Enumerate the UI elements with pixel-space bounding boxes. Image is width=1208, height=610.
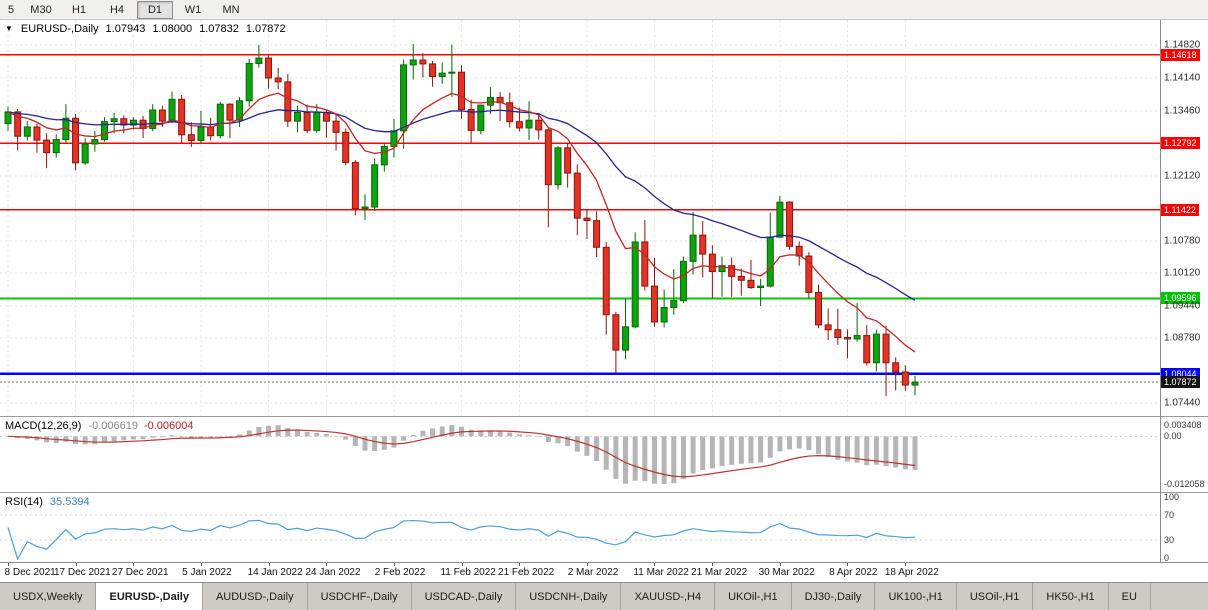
main-chart-row: ▼ EURUSD-,Daily 1.07943 1.08000 1.07832 1.07… bbox=[0, 20, 1208, 416]
timeframe-button-M30[interactable]: M30 bbox=[30, 3, 52, 16]
time-axis-tick bbox=[461, 563, 463, 566]
time-axis-label: 11 Feb 2022 bbox=[440, 567, 496, 578]
time-axis-label: 8 Apr 2022 bbox=[829, 567, 878, 578]
time-axis-tick bbox=[779, 563, 781, 566]
macd-row: MACD(12,26,9) -0.006619 -0.006004 0.003408… bbox=[0, 416, 1208, 492]
time-axis-label: 30 Mar 2022 bbox=[758, 567, 815, 578]
price-axis-label: 1.07440 bbox=[1164, 397, 1201, 409]
chart-tab-audusd-daily[interactable]: AUDUSD-,Daily bbox=[202, 583, 308, 610]
price-axis-label: 1.12120 bbox=[1164, 170, 1201, 182]
time-axis-label: 27 Dec 2021 bbox=[111, 567, 169, 578]
time-axis-tick bbox=[268, 563, 270, 566]
time-axis-tick bbox=[586, 563, 588, 566]
timeframe-toolbar: 5 M30 H1 H4 D1 W1 MN bbox=[0, 0, 1208, 20]
time-axis-tick bbox=[654, 563, 656, 566]
chart-tab-usdchf-daily[interactable]: USDCHF-,Daily bbox=[307, 583, 412, 610]
price-axis-label: 1.08780 bbox=[1164, 332, 1201, 344]
time-axis-tick bbox=[905, 563, 907, 566]
time-axis-tick bbox=[393, 563, 395, 566]
macd-axis-label: -0.012058 bbox=[1164, 479, 1205, 489]
macd-axis-label: 0.00 bbox=[1164, 431, 1182, 442]
chart-tab-ukoil-h1[interactable]: UKOil-,H1 bbox=[715, 583, 792, 610]
time-axis-label: 24 Jan 2022 bbox=[305, 567, 361, 578]
timeframe-button-MN[interactable]: MN bbox=[222, 3, 240, 16]
time-axis-label: 21 Feb 2022 bbox=[498, 567, 555, 578]
chart-tab-hk50-h1[interactable]: HK50-,H1 bbox=[1033, 583, 1109, 610]
rsi-axis-label: 100 bbox=[1164, 492, 1180, 502]
price-axis-label: 1.10780 bbox=[1164, 235, 1201, 247]
time-axis-tick bbox=[75, 563, 77, 566]
chart-tab-uk100-h1[interactable]: UK100-,H1 bbox=[875, 583, 957, 610]
time-axis-label: 5 Jan 2022 bbox=[182, 567, 232, 578]
price-axis-label: 1.14140 bbox=[1164, 72, 1201, 84]
timeframe-button-5[interactable]: 5 bbox=[7, 3, 15, 16]
time-axis[interactable]: 8 Dec 2021 17 Dec 2021 27 Dec 2021 5 Jan 20… bbox=[0, 562, 1208, 582]
price-axis-label: 1.13460 bbox=[1164, 105, 1201, 117]
timeframe-button-W1[interactable]: W1 bbox=[184, 3, 202, 16]
price-axis[interactable]: 1.14820 1.14618 1.14140 1.13460 1.12792 1.121… bbox=[1160, 20, 1208, 416]
time-axis-label: 8 Dec 2021 bbox=[4, 567, 56, 578]
price-axis-label: 1.09440 bbox=[1164, 300, 1201, 312]
rsi-pane[interactable]: RSI(14) 35.5394 bbox=[0, 492, 1160, 562]
time-axis-tick bbox=[133, 563, 135, 566]
time-axis-tick bbox=[847, 563, 849, 566]
chart-tab-eurusd-daily[interactable]: EURUSD-,Daily bbox=[96, 583, 203, 610]
chart-tab-eu[interactable]: EU bbox=[1108, 583, 1151, 610]
rsi-axis-label: 70 bbox=[1164, 509, 1175, 520]
chart-tab-xauusd-h4[interactable]: XAUUSD-,H4 bbox=[621, 583, 716, 610]
time-axis-tick bbox=[326, 563, 328, 566]
time-axis-tick bbox=[519, 563, 521, 566]
time-axis-label: 17 Dec 2021 bbox=[53, 567, 111, 578]
time-axis-label: 2 Feb 2022 bbox=[374, 567, 426, 578]
timeframe-button-H1[interactable]: H1 bbox=[71, 3, 87, 16]
chart-window: ▼ EURUSD-,Daily 1.07943 1.08000 1.07832 1.07… bbox=[0, 20, 1208, 582]
chart-tab-usdx-weekly[interactable]: USDX,Weekly bbox=[0, 583, 97, 610]
level-price-badge: 1.11422 bbox=[1161, 203, 1199, 216]
time-axis-label: 21 Mar 2022 bbox=[691, 567, 748, 578]
chart-tabs-bar: USDX,Weekly EURUSD-,Daily AUDUSD-,Daily USD… bbox=[0, 582, 1208, 610]
current-price-badge: 1.07872 bbox=[1161, 376, 1200, 389]
time-axis-label: 18 Apr 2022 bbox=[884, 567, 939, 578]
macd-axis-label: 0.003408 bbox=[1164, 420, 1202, 430]
time-axis-label: 2 Mar 2022 bbox=[567, 567, 619, 578]
chart-tab-usdcad-daily[interactable]: USDCAD-,Daily bbox=[411, 583, 517, 610]
level-price-badge: 1.14618 bbox=[1161, 48, 1200, 61]
rsi-axis-label: 0 bbox=[1164, 553, 1170, 562]
level-price-badge: 1.12792 bbox=[1161, 137, 1200, 150]
price-axis-label: 1.10120 bbox=[1164, 267, 1201, 279]
time-axis-label: 14 Jan 2022 bbox=[247, 567, 303, 578]
rsi-row: RSI(14) 35.5394 100 70 30 0 bbox=[0, 492, 1208, 562]
time-axis-tick bbox=[8, 563, 9, 566]
time-axis-tick bbox=[712, 563, 714, 566]
macd-axis[interactable]: 0.003408 0.00 -0.012058 bbox=[1160, 416, 1208, 492]
timeframe-button-H4[interactable]: H4 bbox=[109, 3, 125, 16]
timeframe-button-D1[interactable]: D1 bbox=[137, 0, 173, 19]
level-price-badge: 1.09596 bbox=[1161, 292, 1200, 305]
price-axis-label: 1.14820 bbox=[1164, 39, 1201, 51]
chart-tab-usoil-h1[interactable]: USOil-,H1 bbox=[956, 583, 1034, 610]
rsi-axis-label: 30 bbox=[1164, 535, 1175, 546]
time-axis-label: 11 Mar 2022 bbox=[633, 567, 689, 578]
macd-pane[interactable]: MACD(12,26,9) -0.006619 -0.006004 bbox=[0, 416, 1160, 492]
time-axis-tick bbox=[200, 563, 202, 566]
rsi-axis[interactable]: 100 70 30 0 bbox=[1160, 492, 1208, 562]
main-chart-canvas[interactable]: ▼ EURUSD-,Daily 1.07943 1.08000 1.07832 1.07… bbox=[0, 20, 1160, 416]
chart-tab-dj30-daily[interactable]: DJ30-,Daily bbox=[791, 583, 876, 610]
chart-tab-usdcnh-daily[interactable]: USDCNH-,Daily bbox=[516, 583, 622, 610]
